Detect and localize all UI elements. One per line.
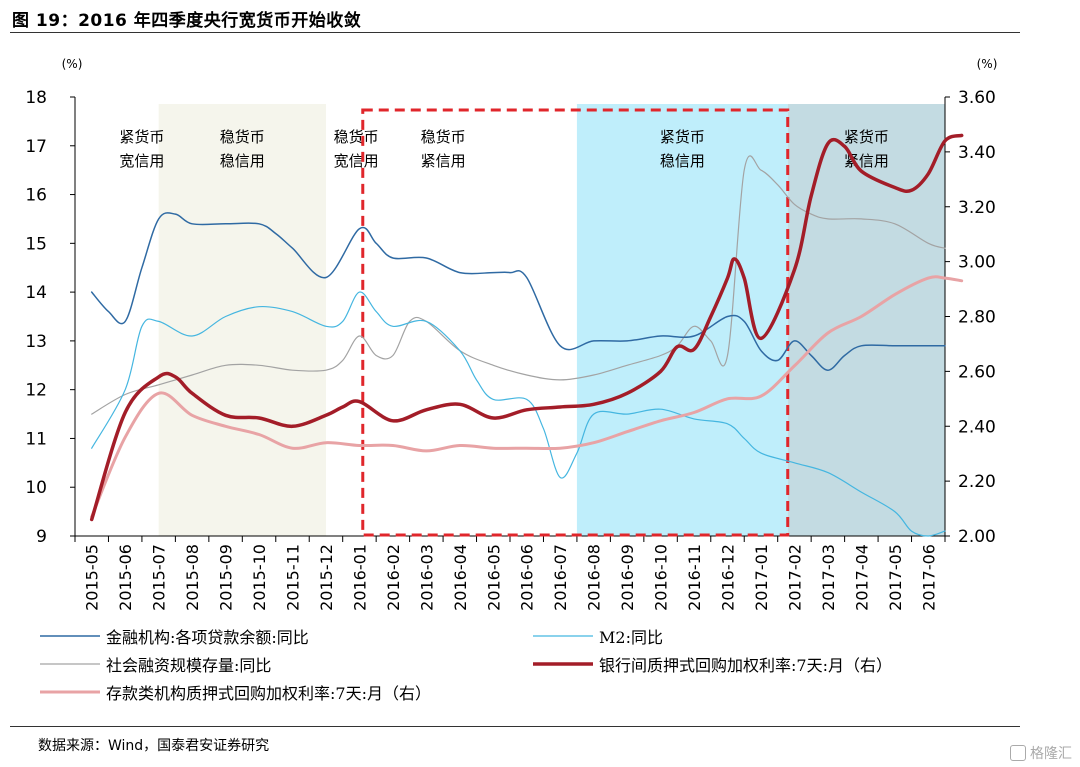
legend-swatch-tsf <box>40 663 100 665</box>
legend-label-m2: M2:同比 <box>599 628 663 647</box>
right-tick-label-8: 3.60 <box>958 88 996 108</box>
legend-label-interbank-repo: 银行间质押式回购加权利率:7天:月（右） <box>599 656 892 675</box>
x-tick-label-5: 2015-10 <box>250 544 269 611</box>
source-note: 数据来源：Wind，国泰君安证券研究 <box>38 738 270 754</box>
x-tick-label-13: 2016-06 <box>518 544 537 611</box>
left-tick-label-1: 10 <box>25 478 47 498</box>
regime-text-bottom-0: 宽信用 <box>119 152 164 170</box>
regime-label-top-0: 稳货币 <box>220 128 265 146</box>
highlight-dashed-box <box>361 108 790 537</box>
regime-text-bottom-1: 宽信用 <box>334 152 379 170</box>
legend-label-loans: 金融机构:各项贷款余额:同比 <box>106 628 309 647</box>
right-tick-label-3: 2.60 <box>958 362 996 382</box>
right-tick-label-6: 3.20 <box>958 198 996 218</box>
left-tick-label-7: 16 <box>25 186 47 206</box>
x-tick-label-9: 2016-02 <box>384 544 403 611</box>
legend-label-tsf: 社会融资规模存量:同比 <box>106 656 272 675</box>
series-line-0 <box>90 212 946 371</box>
series-line-4 <box>90 275 964 519</box>
x-tick-label-23: 2017-04 <box>852 544 871 611</box>
right-axis-unit: (%) <box>977 57 998 71</box>
x-tick-label-2: 2015-07 <box>150 544 169 611</box>
left-axis-unit: (%) <box>62 57 83 71</box>
x-tick-label-16: 2016-09 <box>618 544 637 611</box>
right-tick-label-2: 2.40 <box>958 417 996 437</box>
left-tick-label-2: 11 <box>25 429 47 449</box>
left-tick-label-3: 12 <box>25 381 47 401</box>
left-tick-label-6: 15 <box>25 234 47 254</box>
regime-text-bottom-2: 紧信用 <box>421 152 466 170</box>
left-tick-label-8: 17 <box>25 137 47 157</box>
x-tick-label-7: 2015-12 <box>317 544 336 611</box>
left-tick-label-5: 14 <box>25 283 47 303</box>
x-tick-label-22: 2017-03 <box>819 544 838 611</box>
regime-label-top-2: 紧货币 <box>844 128 889 146</box>
legend-swatch-deposit-repo <box>40 690 100 694</box>
x-tick-label-24: 2017-05 <box>886 544 905 611</box>
series-line-1 <box>91 291 946 537</box>
regime-label-bottom-1: 稳信用 <box>660 152 705 170</box>
x-tick-label-25: 2017-06 <box>919 544 938 611</box>
x-tick-label-1: 2015-06 <box>116 544 135 611</box>
legend-swatch-loans <box>40 635 100 637</box>
x-tick-label-4: 2015-09 <box>217 544 236 611</box>
right-tick-label-7: 3.40 <box>958 143 996 163</box>
left-tick-label-0: 9 <box>36 527 47 547</box>
x-tick-label-18: 2016-11 <box>685 544 704 611</box>
footer-divider <box>10 726 1020 727</box>
regime-text-top-0: 紧货币 <box>119 128 164 146</box>
chart-title: 图 19：2016 年四季度央行宽货币开始收敛 <box>12 11 362 31</box>
x-tick-label-19: 2016-12 <box>719 544 738 611</box>
x-tick-label-11: 2016-04 <box>451 544 470 611</box>
watermark: 格隆汇 <box>1010 743 1072 763</box>
title-divider <box>10 32 1020 33</box>
legend-swatch-interbank-repo <box>533 662 593 666</box>
legend-label-deposit-repo: 存款类机构质押式回购加权利率:7天:月（右） <box>106 684 431 703</box>
right-tick-label-1: 2.20 <box>958 472 996 492</box>
x-tick-label-14: 2016-07 <box>551 544 570 611</box>
x-tick-label-17: 2016-10 <box>652 544 671 611</box>
x-tick-label-0: 2015-05 <box>83 544 102 611</box>
x-tick-label-8: 2016-01 <box>350 544 369 611</box>
legend-item-tsf: 社会融资规模存量:同比 <box>40 652 271 676</box>
regime-label-top-1: 紧货币 <box>660 128 705 146</box>
left-tick-label-4: 13 <box>25 332 47 352</box>
left-tick-label-9: 18 <box>25 88 47 108</box>
regime-region-0 <box>158 104 326 536</box>
regime-text-top-2: 稳货币 <box>421 128 466 146</box>
x-tick-label-12: 2016-05 <box>484 544 503 611</box>
regime-label-bottom-0: 稳信用 <box>220 152 265 170</box>
legend-item-interbank-repo: 银行间质押式回购加权利率:7天:月（右） <box>533 652 892 676</box>
legend-item-deposit-repo: 存款类机构质押式回购加权利率:7天:月（右） <box>40 680 431 704</box>
watermark-logo-icon <box>1010 745 1026 761</box>
watermark-text: 格隆汇 <box>1030 746 1072 762</box>
right-tick-label-4: 2.80 <box>958 308 996 328</box>
legend-item-m2: M2:同比 <box>533 624 663 648</box>
right-tick-label-5: 3.00 <box>958 253 996 273</box>
regime-text-top-1: 稳货币 <box>334 128 379 146</box>
legend-item-loans: 金融机构:各项贷款余额:同比 <box>40 624 309 648</box>
legend-swatch-m2 <box>533 635 593 637</box>
x-tick-label-15: 2016-08 <box>585 544 604 611</box>
x-tick-label-6: 2015-11 <box>284 544 303 611</box>
series-line-2 <box>91 155 946 415</box>
x-tick-label-20: 2017-01 <box>752 544 771 611</box>
x-tick-label-21: 2017-02 <box>785 544 804 611</box>
right-tick-label-0: 2.00 <box>958 527 996 547</box>
x-tick-label-10: 2016-03 <box>417 544 436 611</box>
series-line-3 <box>89 133 964 522</box>
x-tick-label-3: 2015-08 <box>183 544 202 611</box>
